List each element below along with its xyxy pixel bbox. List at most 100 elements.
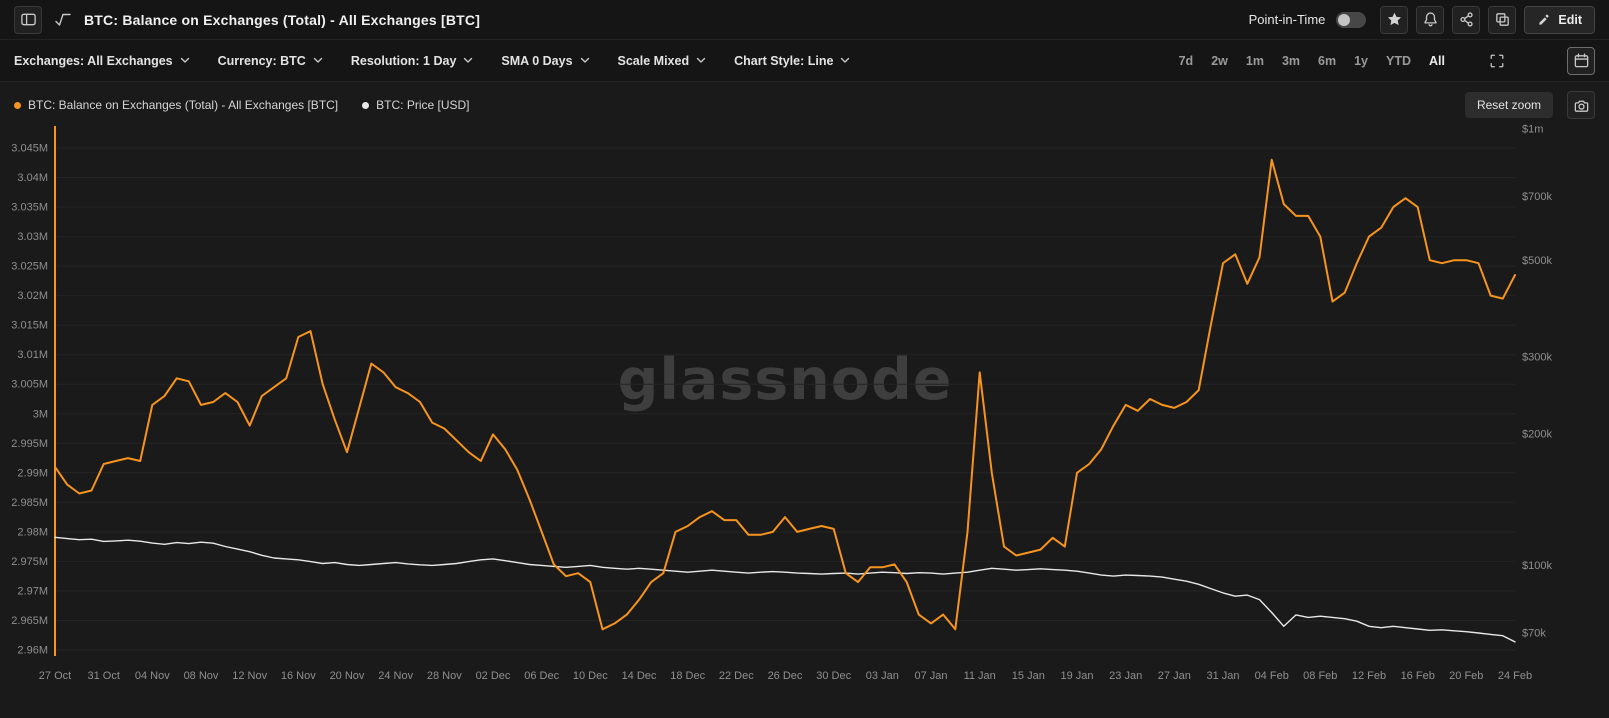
svg-text:14 Dec: 14 Dec <box>622 670 657 682</box>
svg-text:20 Nov: 20 Nov <box>330 670 365 682</box>
svg-text:3.025M: 3.025M <box>11 261 48 273</box>
svg-text:2.995M: 2.995M <box>11 438 48 450</box>
filter-scale-label: Scale Mixed <box>617 53 690 68</box>
legend-item-price[interactable]: BTC: Price [USD] <box>362 98 470 112</box>
chevron-down-icon <box>580 57 589 63</box>
range-3m[interactable]: 3m <box>1281 53 1301 68</box>
legend-actions: Reset zoom <box>1464 91 1595 119</box>
svg-text:3.035M: 3.035M <box>11 202 48 214</box>
favorite-button[interactable] <box>1380 5 1409 34</box>
svg-text:16 Nov: 16 Nov <box>281 670 316 682</box>
svg-text:28 Nov: 28 Nov <box>427 670 462 682</box>
svg-text:31 Jan: 31 Jan <box>1206 670 1239 682</box>
svg-text:3.045M: 3.045M <box>11 143 48 155</box>
svg-text:2.965M: 2.965M <box>11 615 48 627</box>
time-range-selector: 7d 2w 1m 3m 6m 1y YTD All <box>1179 54 1445 68</box>
filter-exchanges-label: Exchanges: All Exchanges <box>14 53 173 68</box>
svg-text:2.97M: 2.97M <box>17 585 48 597</box>
svg-text:04 Feb: 04 Feb <box>1255 670 1289 682</box>
svg-text:27 Oct: 27 Oct <box>39 670 71 682</box>
legend-item-balance[interactable]: BTC: Balance on Exchanges (Total) - All … <box>14 98 338 112</box>
svg-text:2.975M: 2.975M <box>11 556 48 568</box>
svg-text:24 Nov: 24 Nov <box>378 670 413 682</box>
header-bar: BTC: Balance on Exchanges (Total) - All … <box>0 0 1609 40</box>
header-actions: Point-in-Time <box>1248 5 1595 34</box>
svg-text:26 Dec: 26 Dec <box>768 670 803 682</box>
chevron-down-icon <box>841 57 850 63</box>
svg-text:$100k: $100k <box>1522 560 1552 572</box>
svg-text:23 Jan: 23 Jan <box>1109 670 1142 682</box>
filter-chart-style[interactable]: Chart Style: Line <box>734 54 850 68</box>
svg-text:$500k: $500k <box>1522 255 1552 267</box>
svg-text:27 Jan: 27 Jan <box>1158 670 1191 682</box>
svg-text:$200k: $200k <box>1522 429 1552 441</box>
svg-text:22 Dec: 22 Dec <box>719 670 754 682</box>
chevron-down-icon <box>464 57 473 63</box>
filter-currency-label: Currency: BTC <box>217 53 306 68</box>
svg-text:3.03M: 3.03M <box>17 231 48 243</box>
range-1m[interactable]: 1m <box>1245 53 1264 68</box>
alerts-button[interactable] <box>1416 5 1445 34</box>
copy-button[interactable] <box>1488 5 1517 34</box>
svg-text:2.98M: 2.98M <box>17 526 48 538</box>
legend-dot-balance <box>14 101 21 109</box>
svg-text:3.01M: 3.01M <box>17 349 48 361</box>
legend-label-balance: BTC: Balance on Exchanges (Total) - All … <box>28 98 339 112</box>
calendar-icon <box>1574 53 1588 68</box>
range-7d[interactable]: 7d <box>1178 53 1194 68</box>
toggle-knob <box>1338 13 1351 26</box>
filter-exchanges[interactable]: Exchanges: All Exchanges <box>14 54 190 68</box>
chart-canvas[interactable]: 3.045M 3.04M 3.035M 3.03M 3.025M 3.02M 3.015M 3… <box>0 82 1609 718</box>
sidebar-toggle-button[interactable] <box>14 5 42 34</box>
pencil-icon <box>1539 14 1549 25</box>
zoom-area-icon <box>1490 54 1504 67</box>
glassnode-watermark: glassnode <box>617 347 953 413</box>
range-2w[interactable]: 2w <box>1211 53 1228 68</box>
svg-text:31 Oct: 31 Oct <box>87 670 119 682</box>
svg-text:20 Feb: 20 Feb <box>1449 670 1483 682</box>
svg-text:16 Feb: 16 Feb <box>1401 670 1435 682</box>
filter-currency[interactable]: Currency: BTC <box>218 54 323 68</box>
range-1y[interactable]: 1y <box>1354 53 1369 68</box>
svg-text:18 Dec: 18 Dec <box>670 670 705 682</box>
point-in-time-toggle[interactable] <box>1336 11 1367 28</box>
copy-icon <box>1496 13 1509 26</box>
svg-text:12 Feb: 12 Feb <box>1352 670 1386 682</box>
svg-text:$700k: $700k <box>1522 191 1552 203</box>
svg-text:07 Jan: 07 Jan <box>914 670 947 682</box>
zoom-selection-button[interactable] <box>1485 49 1509 73</box>
svg-text:$1m: $1m <box>1522 124 1543 136</box>
edit-button-label: Edit <box>1558 12 1582 27</box>
legend-dot-price <box>362 101 370 109</box>
filter-resolution[interactable]: Resolution: 1 Day <box>351 54 474 68</box>
bell-icon <box>1424 12 1437 27</box>
svg-text:2.99M: 2.99M <box>17 467 48 479</box>
svg-text:3M: 3M <box>33 408 48 420</box>
svg-text:$70k: $70k <box>1522 628 1546 640</box>
metric-icon <box>54 12 72 28</box>
filter-scale[interactable]: Scale Mixed <box>618 54 707 68</box>
chevron-down-icon <box>180 57 189 63</box>
svg-text:30 Dec: 30 Dec <box>816 670 851 682</box>
star-icon <box>1387 12 1401 26</box>
edit-button[interactable]: Edit <box>1524 5 1595 34</box>
reset-zoom-button[interactable]: Reset zoom <box>1464 92 1553 118</box>
svg-text:03 Jan: 03 Jan <box>866 670 899 682</box>
share-button[interactable] <box>1452 5 1481 34</box>
page-title: BTC: Balance on Exchanges (Total) - All … <box>84 11 481 28</box>
chevron-down-icon <box>313 57 323 63</box>
svg-text:2.985M: 2.985M <box>11 497 48 509</box>
legend-label-price: BTC: Price [USD] <box>376 98 470 112</box>
svg-text:3.02M: 3.02M <box>17 290 48 302</box>
range-all[interactable]: All <box>1429 53 1445 68</box>
svg-text:24 Feb: 24 Feb <box>1498 670 1532 682</box>
range-ytd[interactable]: YTD <box>1386 53 1412 68</box>
range-6m[interactable]: 6m <box>1318 53 1337 68</box>
filter-sma[interactable]: SMA 0 Days <box>501 54 589 68</box>
svg-text:3.04M: 3.04M <box>17 172 48 184</box>
screenshot-button[interactable] <box>1567 91 1595 119</box>
svg-text:08 Feb: 08 Feb <box>1303 670 1337 682</box>
point-in-time-label: Point-in-Time <box>1248 12 1326 27</box>
date-picker-button[interactable] <box>1567 46 1595 75</box>
